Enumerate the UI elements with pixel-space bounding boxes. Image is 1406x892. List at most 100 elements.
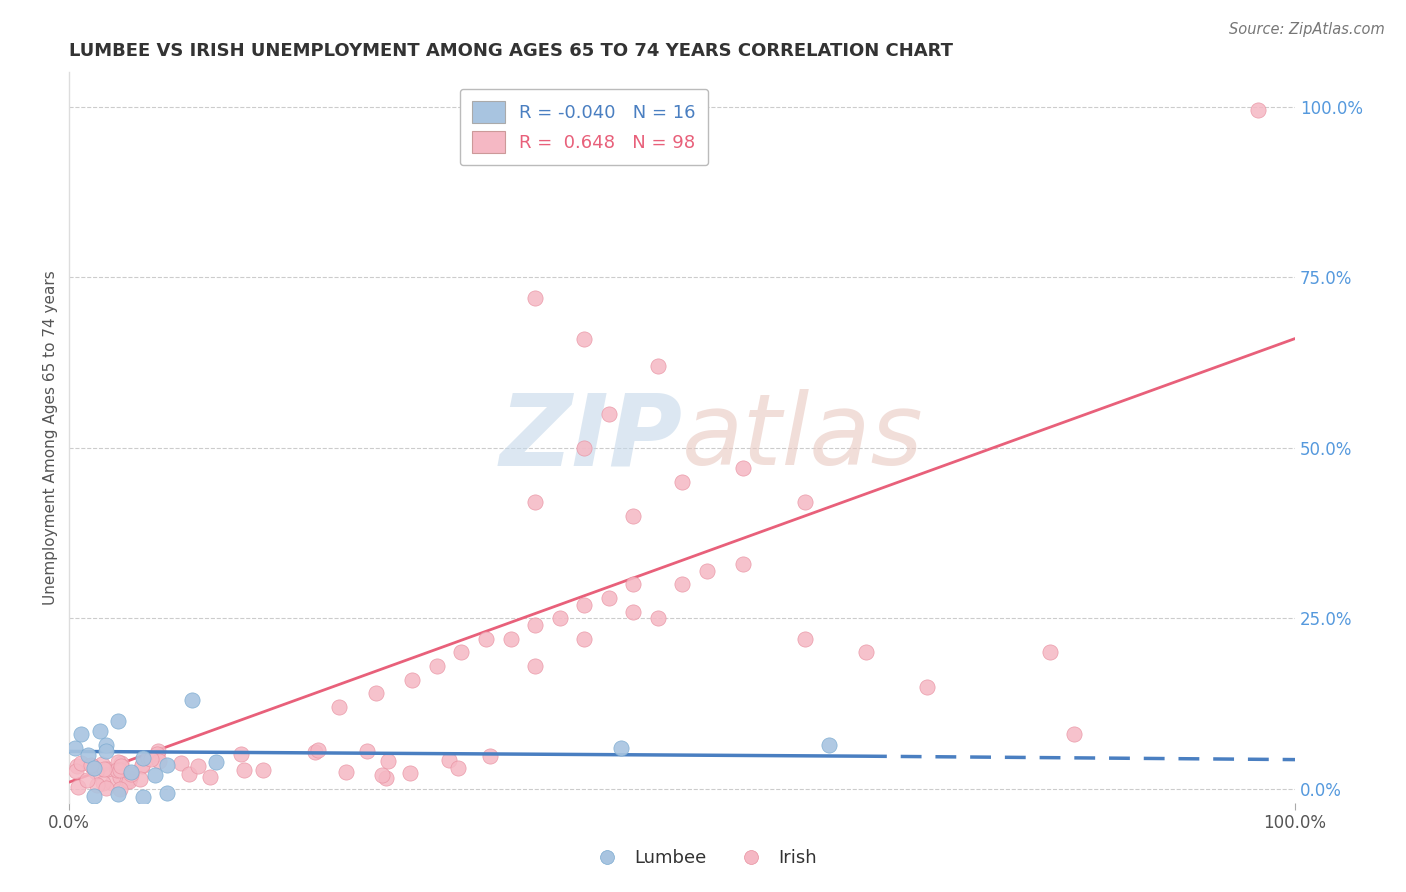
Point (94, 744, 117, 758)
Text: LUMBEE VS IRISH UNEMPLOYMENT AMONG AGES 65 TO 74 YEARS CORRELATION CHART: LUMBEE VS IRISH UNEMPLOYMENT AMONG AGES … (69, 42, 953, 60)
Point (156, 758, 179, 772)
Point (65, 741, 87, 756)
Point (170, 756, 193, 771)
Point (131, 759, 153, 773)
Point (108, 770, 131, 784)
Point (139, 751, 162, 765)
Point (598, 407, 620, 421)
Point (621, 605, 644, 619)
Point (733, 461, 755, 475)
Point (180, 693, 202, 707)
Point (479, 748, 502, 763)
Point (132, 790, 155, 805)
Point (524, 618, 547, 632)
Point (671, 475, 693, 489)
Point (187, 759, 209, 773)
Point (696, 564, 718, 578)
Point (76, 747, 98, 762)
Point (572, 598, 595, 612)
Point (621, 508, 644, 523)
Point (80, 758, 103, 772)
Point (610, 741, 633, 756)
Y-axis label: Unemployment Among Ages 65 to 74 years: Unemployment Among Ages 65 to 74 years (44, 270, 58, 605)
Point (177, 767, 200, 781)
Point (671, 577, 693, 591)
Point (524, 659, 547, 673)
Point (93, 762, 115, 776)
Point (524, 495, 547, 509)
Point (548, 611, 571, 625)
Point (377, 754, 399, 768)
Point (118, 771, 141, 785)
Text: Source: ZipAtlas.com: Source: ZipAtlas.com (1229, 22, 1385, 37)
Point (1039, 645, 1062, 659)
Point (131, 757, 153, 772)
Point (304, 745, 326, 759)
Point (145, 747, 167, 761)
Point (107, 788, 129, 802)
Point (146, 744, 169, 758)
Point (917, 680, 939, 694)
Point (69, 756, 91, 770)
Point (148, 754, 170, 768)
Point (132, 751, 155, 765)
Legend: R = -0.040   N = 16, R =  0.648   N = 98: R = -0.040 N = 16, R = 0.648 N = 98 (460, 89, 709, 165)
Point (198, 770, 221, 784)
Point (307, 743, 329, 757)
Point (439, 753, 461, 767)
Point (91, 756, 114, 771)
Point (1247, 103, 1270, 117)
Point (83, 789, 105, 803)
Point (252, 763, 274, 777)
Point (136, 750, 159, 764)
Point (86, 778, 108, 792)
Point (94, 780, 117, 795)
Point (129, 772, 152, 786)
Point (647, 359, 669, 373)
Point (120, 764, 142, 779)
Point (115, 774, 138, 789)
Point (375, 771, 398, 785)
Point (105, 763, 128, 777)
Point (107, 756, 129, 770)
Text: atlas: atlas (682, 389, 924, 486)
Point (101, 776, 124, 790)
Legend: Lumbee, Irish: Lumbee, Irish (582, 842, 824, 874)
Point (426, 659, 449, 673)
Point (110, 759, 132, 773)
Point (499, 632, 522, 646)
Point (94, 738, 117, 752)
Point (65, 764, 87, 779)
Point (76, 773, 98, 788)
Point (89, 723, 111, 738)
Point (356, 743, 378, 757)
Point (450, 645, 472, 659)
Point (855, 645, 877, 659)
Point (598, 591, 620, 605)
Point (733, 557, 755, 571)
Point (1063, 727, 1085, 741)
Point (107, 714, 129, 728)
Point (233, 763, 256, 777)
Point (84, 764, 107, 779)
Point (66, 780, 89, 794)
Point (621, 577, 644, 591)
Point (229, 747, 252, 761)
Text: ZIP: ZIP (499, 389, 682, 486)
Point (110, 756, 132, 771)
Point (793, 632, 815, 646)
Point (335, 764, 357, 779)
Point (572, 632, 595, 646)
Point (156, 786, 179, 800)
Point (371, 768, 394, 782)
Point (818, 738, 841, 752)
Point (572, 332, 595, 346)
Point (91, 776, 114, 790)
Point (110, 781, 132, 796)
Point (328, 700, 350, 714)
Point (70, 727, 93, 741)
Point (205, 755, 228, 769)
Point (475, 632, 498, 646)
Point (793, 495, 815, 509)
Point (399, 765, 422, 780)
